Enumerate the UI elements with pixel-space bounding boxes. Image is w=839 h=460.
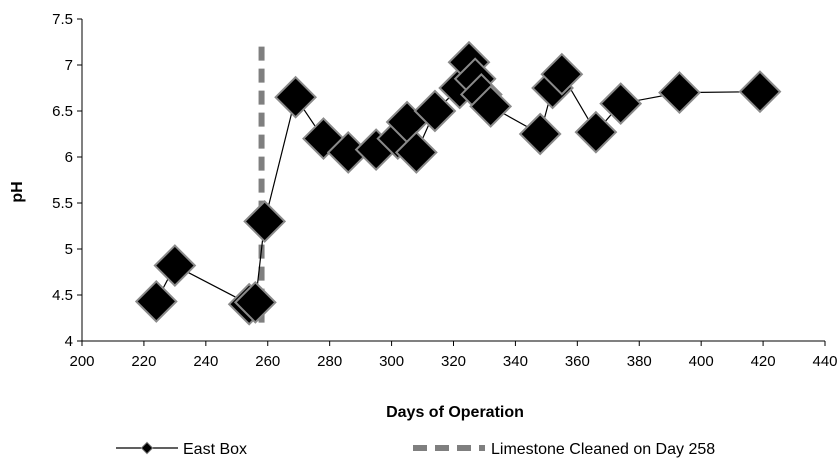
east-box-point	[233, 280, 277, 324]
x-tick-label: 200	[69, 353, 94, 370]
x-tick-label: 280	[317, 353, 342, 370]
y-tick-label: 5.5	[52, 195, 73, 212]
axes	[77, 18, 826, 346]
east-box-series-layer	[134, 40, 782, 326]
y-tick-label: 4.5	[52, 287, 73, 304]
x-tick-label: 400	[689, 353, 714, 370]
x-tick-label: 380	[627, 353, 652, 370]
east-box-point	[738, 70, 782, 114]
y-tick-label: 5	[65, 241, 73, 258]
east-box-point	[658, 71, 701, 115]
x-tick-label: 260	[255, 353, 280, 370]
legend: East Box Limestone Cleaned on Day 258	[116, 441, 715, 458]
x-tick-label: 420	[751, 353, 776, 370]
x-tick-label: 220	[131, 353, 156, 370]
legend-item-east-box: East Box	[116, 441, 247, 458]
legend-item-limestone: Limestone Cleaned on Day 258	[413, 441, 715, 458]
legend-limestone-label: Limestone Cleaned on Day 258	[491, 441, 715, 458]
legend-east-box-label: East Box	[183, 441, 247, 458]
x-tick-label: 340	[503, 353, 528, 370]
y-tick-label: 7	[65, 57, 73, 74]
east-box-point	[274, 75, 318, 119]
east-box-point	[574, 110, 618, 154]
east-box-point	[518, 112, 562, 156]
east-box-point	[413, 89, 457, 133]
x-tick-label: 300	[379, 353, 404, 370]
y-tick-label: 7.5	[52, 11, 73, 28]
x-tick-label: 360	[565, 353, 590, 370]
east-box-point	[469, 84, 513, 128]
east-box-point	[153, 244, 197, 287]
y-tick-label: 6	[65, 149, 73, 166]
legend-east-box-marker	[140, 441, 154, 455]
x-axis-title: Days of Operation	[386, 404, 524, 421]
east-box-point	[243, 199, 287, 243]
tick-labels: 200 220 240 260 280 300 320 340 360 380 400 420 440 4…	[52, 11, 837, 370]
x-tick-label: 440	[812, 353, 837, 370]
y-axis-title: pH	[9, 181, 26, 202]
x-tick-label: 320	[441, 353, 466, 370]
y-tick-label: 6.5	[52, 103, 73, 120]
x-tick-label: 240	[193, 353, 218, 370]
east-box-point	[540, 52, 584, 96]
east-box-point	[134, 280, 178, 323]
east-box-point	[599, 82, 643, 126]
y-tick-label: 4	[65, 333, 73, 350]
east-box-point	[394, 130, 438, 174]
